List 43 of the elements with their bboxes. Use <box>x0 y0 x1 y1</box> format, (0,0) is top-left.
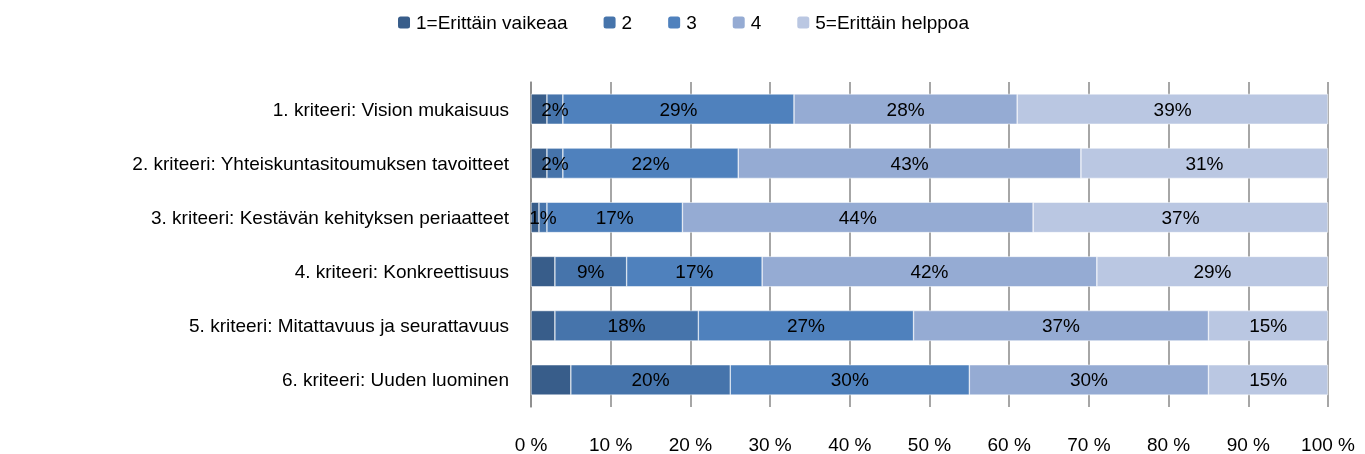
x-tick-label: 20 % <box>668 434 713 454</box>
x-tick-label: 50 % <box>907 434 952 454</box>
data-label: 17% <box>595 206 634 228</box>
data-label: 30% <box>830 369 869 391</box>
x-tick-label: 10 % <box>589 434 633 454</box>
data-label: 29% <box>659 98 698 120</box>
x-tick-label: 60 % <box>987 434 1031 454</box>
x-tick-label: 30 % <box>748 434 792 454</box>
data-label: 42% <box>910 261 949 283</box>
legend-label: 4 <box>750 12 762 33</box>
x-tick-label: 80 % <box>1146 434 1191 454</box>
legend-label: 3 <box>686 12 697 33</box>
y-tick-label: 3. kriteeri: Kestävän kehityksen periaatteet <box>150 206 510 228</box>
y-tick-label: 1. kriteeri: Vision mukaisuus <box>272 98 509 120</box>
y-tick-label: 5. kriteeri: Mitattavuus ja seurattavuus <box>189 315 509 337</box>
data-label: 28% <box>886 98 925 120</box>
data-label: 9% <box>577 261 605 283</box>
x-tick-label: 100 % <box>1301 434 1356 454</box>
legend-label: 2 <box>621 12 633 33</box>
data-label: 29% <box>1193 261 1232 283</box>
data-label: 27% <box>786 315 826 337</box>
data-label: 39% <box>1153 98 1192 120</box>
data-label: 44% <box>838 206 877 228</box>
x-tick-label: 0 % <box>514 434 548 454</box>
data-label: 31% <box>1185 152 1224 174</box>
y-tick-label: 4. kriteeri: Konkreettisuus <box>294 261 509 283</box>
data-label: 20% <box>631 369 670 391</box>
data-label: 43% <box>890 152 929 174</box>
y-tick-label: 2. kriteeri: Yhteiskuntasitoumuksen tavoitteet <box>132 152 510 174</box>
data-label: 15% <box>1249 315 1288 337</box>
y-tick-label: 6. kriteeri: Uuden luominen <box>281 369 509 391</box>
legend-label: 1=Erittäin vaikeaa <box>416 12 569 33</box>
data-label: 22% <box>631 152 670 174</box>
data-label: 37% <box>1161 206 1200 228</box>
data-label: 15% <box>1249 369 1288 391</box>
data-label: 37% <box>1041 315 1081 337</box>
x-tick-label: 70 % <box>1067 434 1111 454</box>
data-label: 17% <box>675 261 714 283</box>
x-tick-label: 90 % <box>1226 434 1271 454</box>
legend-label: 5=Erittäin helppoa <box>815 12 970 33</box>
x-tick-label: 40 % <box>828 434 872 454</box>
data-label: 18% <box>607 315 646 337</box>
data-label: 30% <box>1069 369 1109 391</box>
